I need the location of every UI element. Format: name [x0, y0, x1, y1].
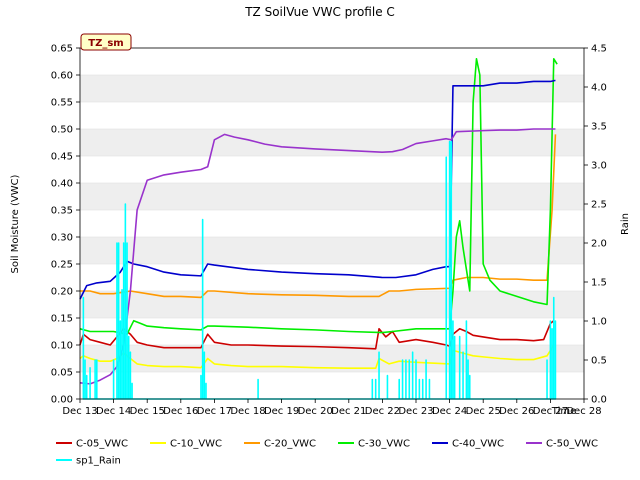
series-line-c-05-vwc	[79, 320, 555, 350]
x-tick-label: Dec 17	[197, 406, 232, 417]
y-tick-label: 0.65	[51, 44, 73, 55]
series-line-c-50-vwc	[79, 128, 556, 385]
x-tick-label: Dec 28	[566, 406, 601, 417]
grid-band	[80, 75, 584, 102]
y-tick-label: 0.25	[51, 260, 73, 271]
y2-tick-label: 3.0	[591, 161, 607, 172]
y2-tick-label: 4.0	[591, 83, 607, 94]
x-tick-label: Dec 25	[466, 406, 501, 417]
x-tick-label: Dec 18	[230, 406, 265, 417]
x-tick-label: Dec 20	[298, 406, 333, 417]
grid-bands	[80, 75, 584, 372]
legend-entry: C-05_VWC	[76, 439, 128, 450]
y2-tick-label: 0.0	[591, 395, 607, 406]
plot-frame	[79, 47, 585, 400]
x-tick-label: Dec 27	[533, 406, 568, 417]
x-tick-label: Dec 22	[365, 406, 400, 417]
x-axis-label: Time	[551, 406, 576, 417]
grid-band	[80, 237, 584, 264]
site-badge-box	[80, 33, 132, 51]
grid-band	[80, 129, 584, 156]
y2-tick-label: 2.5	[591, 200, 607, 211]
x-tick-label: Dec 16	[163, 406, 198, 417]
x-tick-label: Dec 21	[331, 406, 366, 417]
y-tick-label: 0.60	[51, 71, 73, 82]
series-layer	[79, 57, 558, 400]
legend-entry: C-20_VWC	[264, 439, 316, 450]
x-tick-label: Dec 14	[96, 406, 131, 417]
y-tick-label: 0.15	[51, 314, 73, 325]
y-axis-label: Soil Moisture (VWC)	[10, 174, 21, 273]
grid-band	[80, 183, 584, 210]
x-tick-label: Dec 19	[264, 406, 299, 417]
y2-axis-label: Rain	[620, 213, 631, 235]
legend: C-05_VWC C-10_VWC C-20_VWC C-30_VWC C-40_VWC…	[56, 439, 598, 467]
x-tick-label: Dec 15	[130, 406, 165, 417]
y-tick-label: 0.35	[51, 206, 73, 217]
x-tick-label: Dec 13	[62, 406, 97, 417]
chart-title: TZ SoilVue VWC profile C	[244, 5, 395, 19]
y-tick-label: 0.45	[51, 152, 73, 163]
y-tick-label: 0.00	[51, 395, 73, 406]
legend-entry: C-30_VWC	[358, 439, 410, 450]
y-axis-ticks: 0.00 0.05 0.10 0.15 0.20 0.25 0.30 0.35 0.40 0.45…	[51, 44, 80, 406]
y-tick-label: 0.20	[51, 287, 73, 298]
y2-tick-label: 1.0	[591, 317, 607, 328]
y-tick-label: 0.30	[51, 233, 73, 244]
x-tick-label: Dec 24	[432, 406, 467, 417]
y-tick-label: 0.50	[51, 125, 73, 136]
series-line-c-40-vwc	[79, 79, 556, 300]
y2-tick-label: 1.5	[591, 278, 607, 289]
legend-entry: C-10_VWC	[170, 439, 222, 450]
y-tick-label: 0.05	[51, 368, 73, 379]
legend-entry: C-50_VWC	[546, 439, 598, 450]
legend-entry: C-40_VWC	[452, 439, 504, 450]
y2-tick-label: 4.5	[591, 44, 607, 55]
site-badge-label: TZ_sm	[88, 38, 123, 49]
y2-tick-label: 3.5	[591, 122, 607, 133]
x-tick-label: Dec 23	[398, 406, 433, 417]
x-tick-label: Dec 26	[499, 406, 534, 417]
series-line-c-30-vwc	[79, 57, 558, 336]
y-tick-label: 0.55	[51, 98, 73, 109]
y2-axis-ticks: 0.0 0.5 1.0 1.5 2.0 2.5 3.0 3.5 4.0 4.5	[584, 44, 607, 406]
y-tick-label: 0.10	[51, 341, 73, 352]
y2-tick-label: 0.5	[591, 356, 607, 367]
series-line-sp1-rain	[82, 140, 557, 400]
y2-tick-label: 2.0	[591, 239, 607, 250]
y-tick-label: 0.40	[51, 179, 73, 190]
series-line-c-20-vwc	[80, 134, 557, 299]
legend-entry: sp1_Rain	[76, 456, 121, 467]
